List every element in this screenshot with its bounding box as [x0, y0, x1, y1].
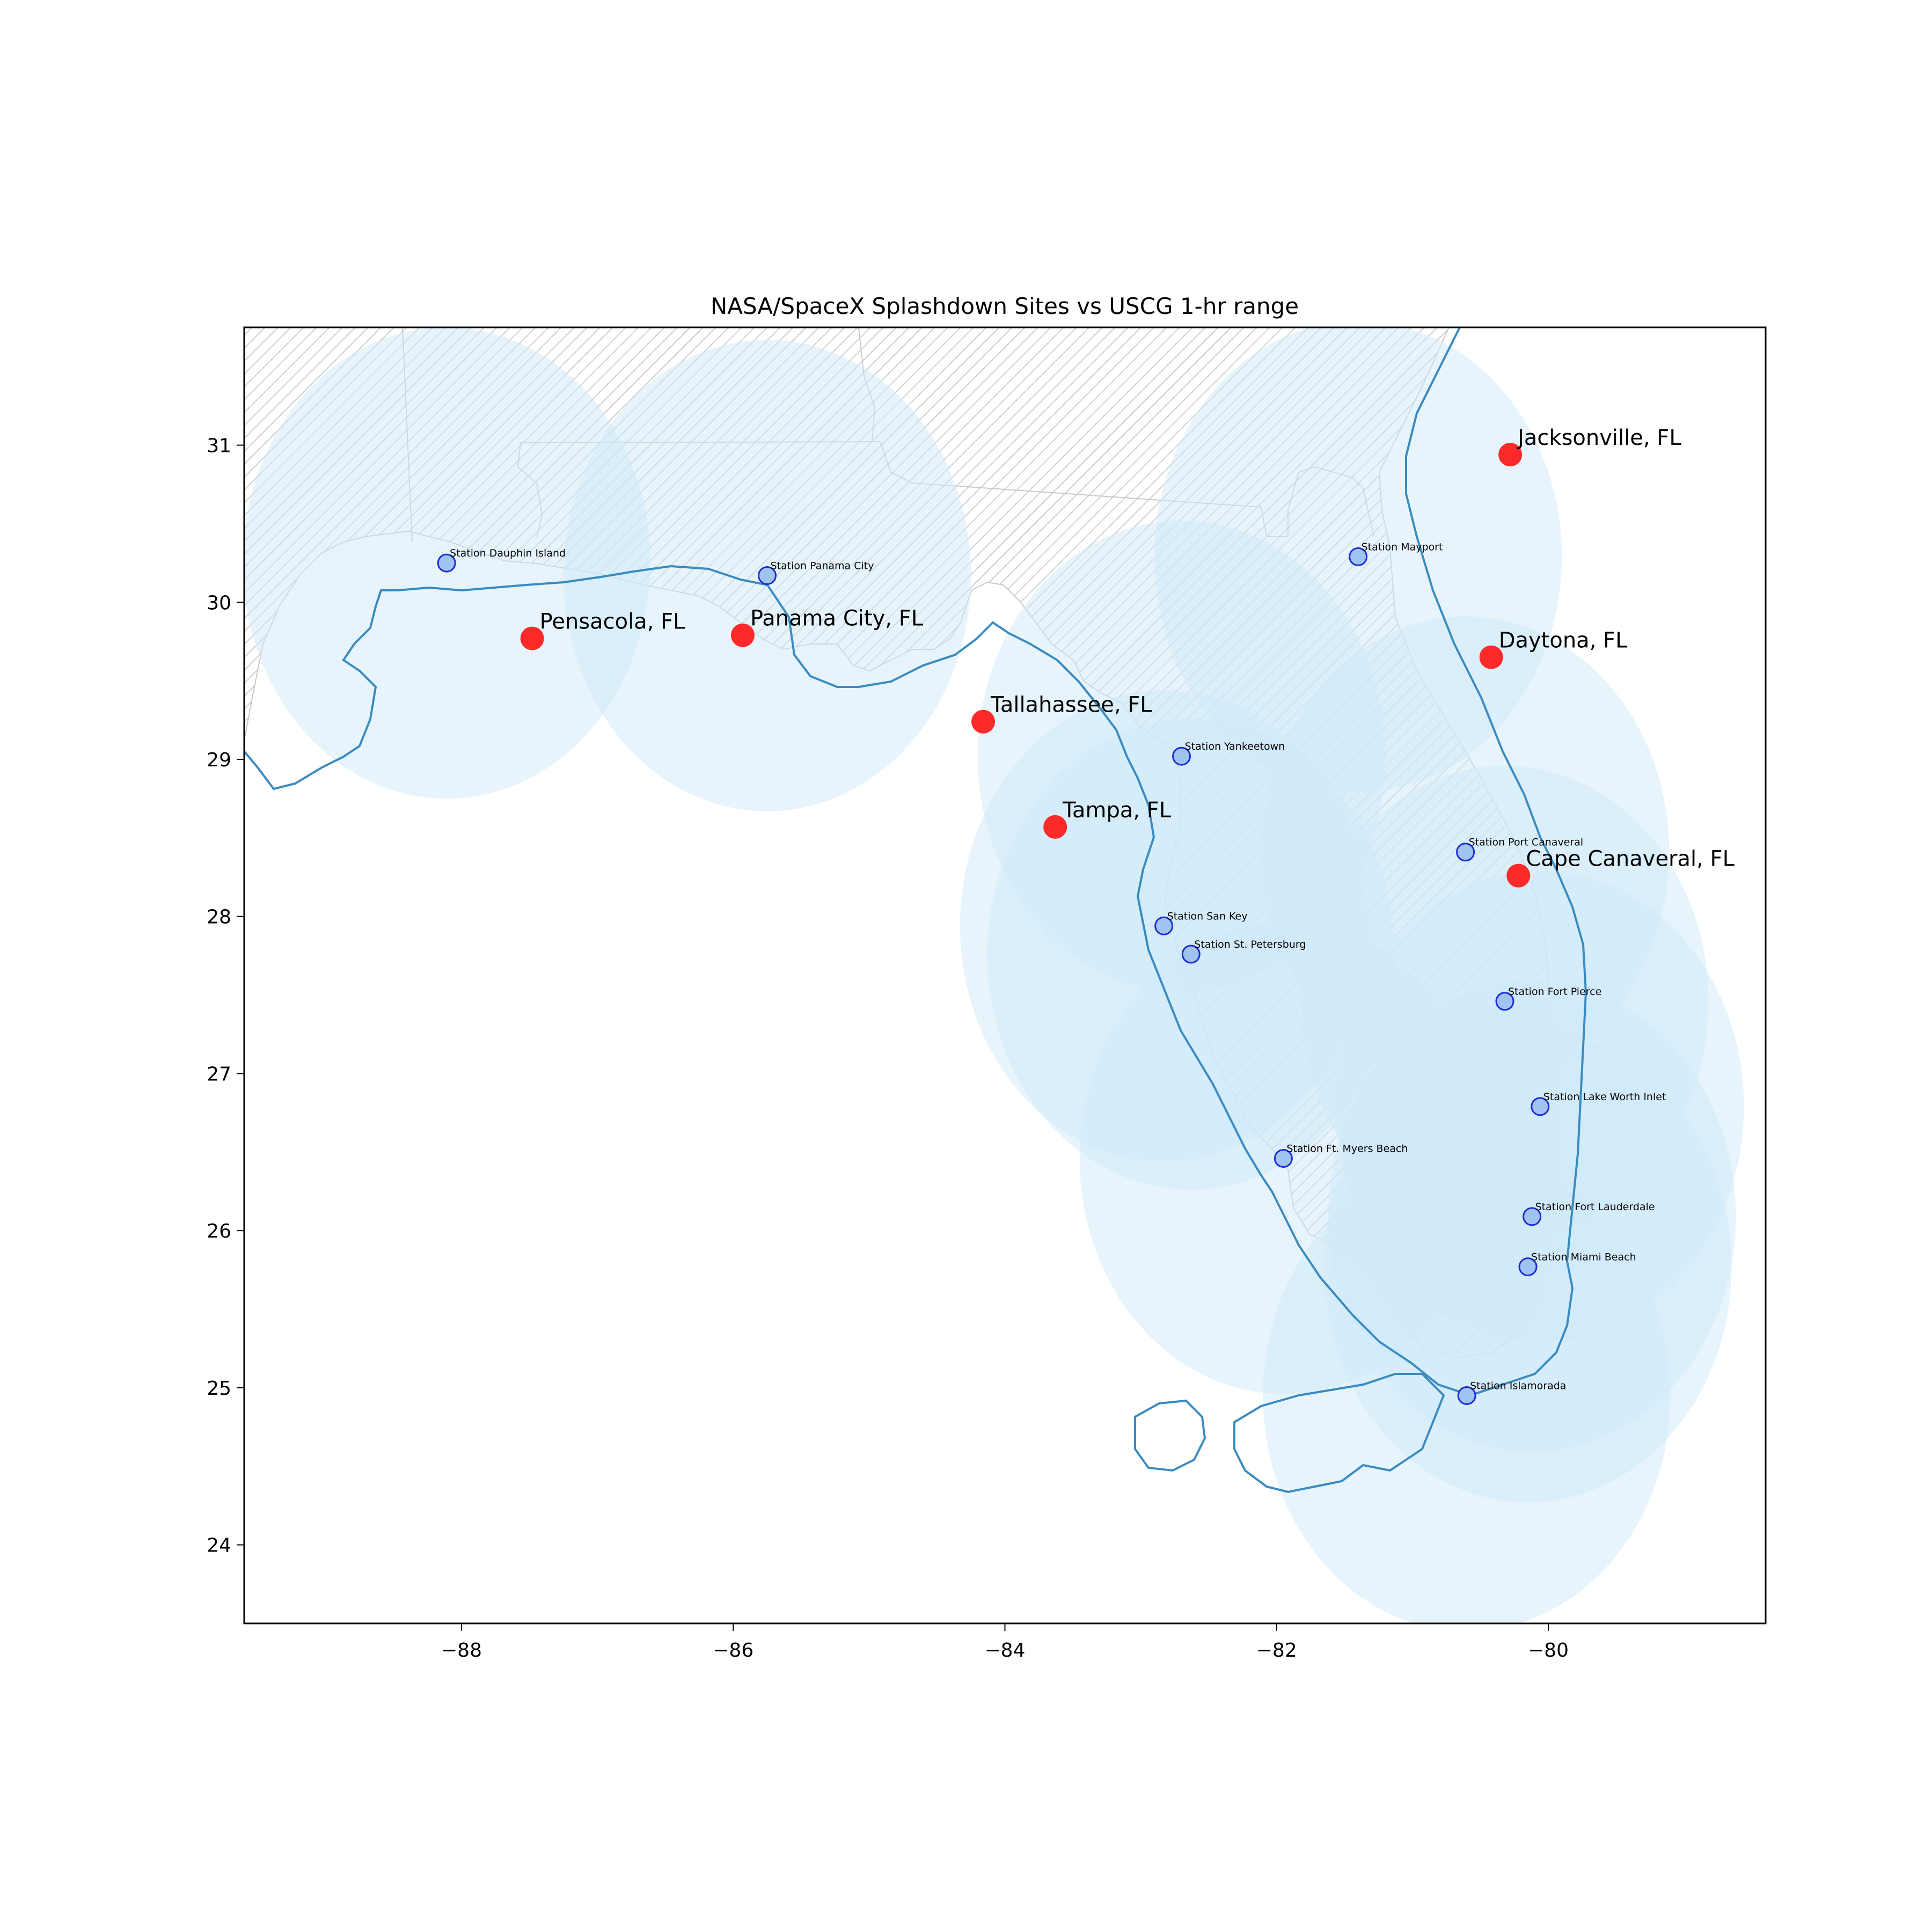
- splashdown-site-label: Pensacola, FL: [540, 610, 686, 634]
- station-label: Station Fort Lauderdale: [1535, 1201, 1655, 1213]
- coastal-buffer-outline: [244, 327, 1587, 1397]
- splashdown-site-label: Tampa, FL: [1062, 798, 1172, 823]
- station-label: Station Miami Beach: [1531, 1252, 1636, 1263]
- splashdown-site-marker: [1479, 645, 1503, 669]
- station-label: Station Dauphin Island: [450, 547, 566, 559]
- station-marker: [1274, 1149, 1293, 1168]
- station-label: Station Panama City: [771, 560, 874, 572]
- station-label: Station San Key: [1167, 910, 1248, 922]
- splashdown-site-label: Panama City, FL: [750, 606, 924, 631]
- x-tick-label: −84: [985, 1640, 1026, 1662]
- station-marker: [1349, 547, 1368, 566]
- splashdown-site-marker: [1506, 863, 1531, 888]
- y-tick-label: 27: [207, 1063, 231, 1085]
- coastal-buffer-keys: [1233, 1373, 1445, 1494]
- station-marker: [1172, 747, 1191, 766]
- station-label: Station Mayport: [1362, 541, 1443, 553]
- station-label: Station Ft. Myers Beach: [1286, 1143, 1408, 1155]
- x-tick-label: −88: [441, 1640, 482, 1662]
- station-marker: [1495, 992, 1514, 1011]
- splashdown-site-label: Daytona, FL: [1499, 628, 1628, 653]
- y-axis-ticks: 24 25 26 27 28 29 30 31: [207, 435, 244, 1557]
- x-tick-label: −82: [1256, 1640, 1297, 1662]
- y-tick-label: 26: [207, 1220, 231, 1242]
- station-label: Station St. Petersburg: [1194, 939, 1306, 950]
- y-tick-label: 28: [207, 906, 231, 928]
- splashdown-site-marker: [730, 623, 755, 647]
- station-marker: [1531, 1097, 1550, 1116]
- station-marker: [1154, 916, 1174, 935]
- splashdown-site-label: Cape Canaveral, FL: [1526, 847, 1735, 872]
- splashdown-site-marker: [1043, 815, 1067, 839]
- coastal-buffer-tortugas: [1134, 1399, 1206, 1472]
- station-marker: [437, 553, 456, 573]
- splashdown-site-marker: [1498, 443, 1523, 467]
- y-tick-label: 25: [207, 1378, 231, 1400]
- station-label: Station Lake Worth Inlet: [1543, 1091, 1666, 1103]
- station-marker: [1456, 843, 1475, 862]
- station-marker: [1181, 945, 1201, 964]
- station-marker: [758, 566, 777, 586]
- station-label: Station Yankeetown: [1185, 741, 1285, 752]
- y-tick-label: 31: [207, 435, 231, 457]
- station-marker: [1523, 1207, 1542, 1226]
- y-tick-label: 24: [207, 1535, 231, 1557]
- x-axis-ticks: −88 −86 −84 −82 −80: [441, 1623, 1569, 1662]
- station-marker: [1518, 1257, 1538, 1277]
- x-tick-label: −86: [713, 1640, 753, 1662]
- splashdown-site-label: Jacksonville, FL: [1516, 426, 1681, 450]
- x-tick-label: −80: [1528, 1640, 1569, 1662]
- station-label: Station Islamorada: [1470, 1380, 1566, 1392]
- map-title: NASA/SpaceX Splashdown Sites vs USCG 1-h…: [711, 293, 1299, 319]
- station-marker: [1457, 1386, 1476, 1406]
- y-tick-label: 30: [207, 592, 231, 614]
- splashdown-sites: Pensacola, FL Panama City, FL Tallahassee,…: [520, 426, 1735, 888]
- uscg-stations: Station Dauphin Island Station Panama Cit…: [437, 541, 1666, 1406]
- splashdown-site-label: Tallahassee, FL: [990, 693, 1152, 718]
- y-tick-label: 29: [207, 749, 231, 771]
- splashdown-site-marker: [971, 709, 995, 734]
- station-label: Station Port Canaveral: [1469, 837, 1584, 848]
- station-label: Station Fort Pierce: [1508, 986, 1601, 998]
- splashdown-site-marker: [520, 626, 544, 650]
